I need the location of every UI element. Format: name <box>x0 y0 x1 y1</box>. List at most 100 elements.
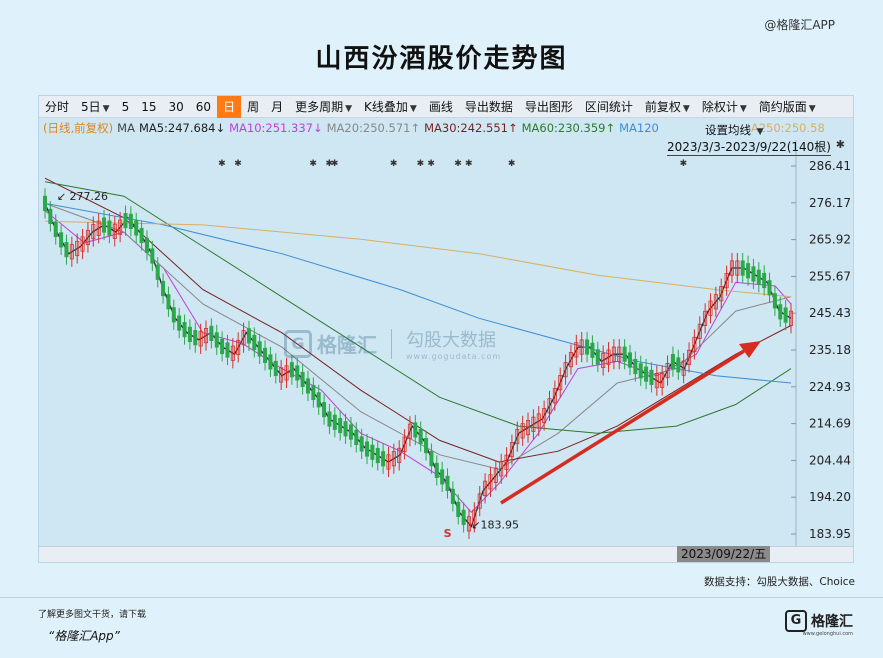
watermark-logo-icon: G <box>284 329 312 358</box>
ma-line-5 <box>44 202 792 384</box>
candle-body <box>338 417 343 434</box>
candle-body <box>456 501 461 517</box>
toolbar-item-30min[interactable]: 30 <box>168 99 184 114</box>
toolbar-item-forward-adjust[interactable]: 前复权 ▼ <box>639 96 696 118</box>
dropdown-arrow-icon: ▼ <box>682 103 690 114</box>
watermark-right: 勾股大数据 www.gogudata.com <box>406 326 501 361</box>
chart-panel: 286.41 276.17 265.92 255.67 245.43 235.18 224.… <box>38 95 854 563</box>
candle-body <box>386 454 391 470</box>
toolbar-item-day[interactable]: 日 <box>217 95 242 118</box>
candle-body <box>295 365 300 381</box>
candle-body <box>155 264 160 280</box>
candle-body <box>263 347 268 364</box>
candle-body <box>381 451 386 467</box>
candle-body <box>413 422 418 438</box>
candle-body <box>284 365 289 381</box>
toolbar-item-export-data[interactable]: 导出数据 <box>464 99 513 114</box>
toolbar-item-range-stats[interactable]: 区间统计 <box>584 99 633 114</box>
pin-icon[interactable]: ✱ <box>835 138 845 151</box>
candle-body <box>139 227 144 244</box>
candle-body <box>359 436 364 452</box>
candle-body <box>128 213 133 229</box>
toolbar-item-15min[interactable]: 15 <box>141 99 157 114</box>
candle-body <box>746 263 751 279</box>
toolbar-item-more-periods[interactable]: 更多周期 ▼ <box>289 96 358 118</box>
candle-body <box>424 438 429 454</box>
y-tick-label: 183.95 <box>809 527 851 541</box>
candle-body <box>48 208 53 224</box>
candle-body <box>509 442 514 458</box>
toolbar-item-fenshi[interactable]: 分时 <box>45 99 70 114</box>
kline-overlay-label: K线叠加 <box>364 99 408 114</box>
event-star-marker: ✱ <box>331 159 339 169</box>
candle-body <box>713 294 718 310</box>
candle-body <box>729 260 734 276</box>
toolbar-item-month[interactable]: 月 <box>271 99 284 114</box>
watermark-logo: G 格隆汇 勾股大数据 www.gogudata.com <box>284 326 501 361</box>
candle-body <box>622 346 627 362</box>
toolbar-item-week[interactable]: 周 <box>247 99 260 114</box>
candle-body <box>542 408 547 424</box>
chart-toolbar: 分时 5日 ▼ 5 15 30 60 日 周 月 更多周期 ▼ K线叠加 ▼ 画线 导… <box>39 95 853 118</box>
candle-body <box>493 467 498 483</box>
dropdown-arrow-icon: ▼ <box>808 103 816 114</box>
candle-body <box>182 322 187 338</box>
y-tick-label: 255.67 <box>809 269 851 283</box>
candle-body <box>488 474 493 490</box>
toolbar-item-60min[interactable]: 60 <box>195 99 212 114</box>
brand-logo: G 格隆汇 <box>785 610 853 632</box>
candle-body <box>198 331 203 347</box>
candle-body <box>670 354 675 370</box>
toolbar-item-5day[interactable]: 5日 ▼ <box>75 96 116 118</box>
event-star-marker: ✱ <box>508 159 516 169</box>
forward-adjust-label: 前复权 <box>644 99 681 114</box>
legend-ma250: A250:250.58 <box>750 121 825 135</box>
candle-body <box>590 342 595 358</box>
y-tick-label: 276.17 <box>809 196 851 210</box>
candle-body <box>144 237 149 253</box>
candle-body <box>751 266 756 282</box>
y-tick-label: 286.41 <box>809 159 851 173</box>
candle-body <box>504 454 509 470</box>
candle-body <box>53 221 58 238</box>
toolbar-item-kline-overlay[interactable]: K线叠加 ▼ <box>358 96 423 118</box>
candle-body <box>687 349 692 366</box>
candle-body <box>305 378 310 394</box>
toolbar-item-ex-rights[interactable]: 除权计 ▼ <box>696 96 753 118</box>
candle-body <box>69 244 74 260</box>
candle-body <box>638 363 643 379</box>
candle-body <box>579 339 584 355</box>
candle-body <box>617 346 622 362</box>
candle-body <box>606 349 611 365</box>
x-axis-bar <box>39 546 853 562</box>
ma-settings-button[interactable]: 设置均线 ▼ <box>705 122 764 138</box>
toolbar-item-simple-layout[interactable]: 简约版面 ▼ <box>753 96 822 118</box>
legend-ma5: MA5:247.684↓ <box>138 121 226 135</box>
toolbar-item-5min[interactable]: 5 <box>121 99 130 114</box>
candle-body <box>316 392 321 408</box>
candle-body <box>289 362 294 378</box>
candle-body <box>756 269 761 285</box>
candle-body <box>241 330 246 346</box>
ex-rights-label: 除权计 <box>701 99 738 114</box>
y-tick-label: 224.93 <box>809 380 851 394</box>
candle-body <box>499 461 504 477</box>
trend-arrow-line <box>500 349 745 505</box>
event-star-marker: ✱ <box>465 159 473 169</box>
candle-body <box>177 315 182 331</box>
dropdown-arrow-icon: ▼ <box>756 127 764 137</box>
candle-body <box>724 273 729 289</box>
candle-body <box>434 462 439 478</box>
range-label: 2023/3/3-2023/9/22(140根) <box>666 140 831 156</box>
toolbar-5day-label: 5日 <box>81 99 101 114</box>
legend-ma: MA <box>117 121 135 135</box>
dropdown-arrow-icon: ▼ <box>739 103 747 114</box>
toolbar-item-draw-line[interactable]: 画线 <box>428 99 453 114</box>
candle-body <box>268 354 273 370</box>
toolbar-item-export-image[interactable]: 导出图形 <box>524 99 573 114</box>
event-star-marker: ✱ <box>427 159 435 169</box>
candle-body <box>64 242 69 258</box>
watermark-right-big: 勾股大数据 <box>406 330 496 351</box>
candle-body <box>778 304 783 320</box>
event-star-marker: ✱ <box>417 159 425 169</box>
